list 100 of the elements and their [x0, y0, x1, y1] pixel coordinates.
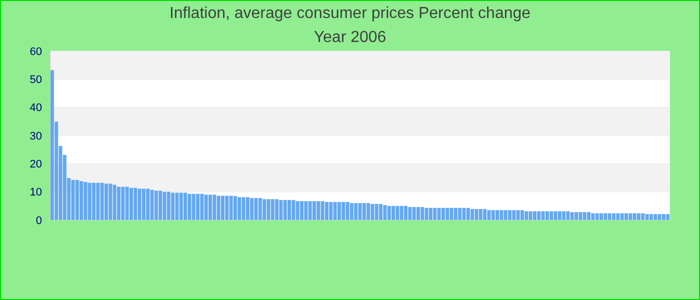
bar — [632, 213, 636, 220]
bar — [350, 203, 354, 220]
bar — [666, 214, 670, 220]
bar — [450, 208, 454, 220]
bar — [599, 213, 604, 220]
bar — [387, 206, 391, 220]
bar — [246, 197, 250, 220]
bar — [500, 210, 504, 220]
bar — [545, 211, 549, 220]
bar — [516, 210, 520, 220]
bar — [242, 197, 246, 220]
bar — [292, 200, 296, 220]
bar — [595, 213, 599, 220]
bar — [188, 194, 192, 220]
bar — [587, 212, 591, 220]
bar — [275, 199, 279, 220]
bar — [478, 209, 482, 220]
y-tick-label: 0 — [36, 214, 42, 227]
bar — [229, 196, 233, 220]
bar — [329, 202, 333, 220]
bar — [591, 213, 595, 220]
bar — [142, 188, 146, 220]
bar — [558, 211, 562, 220]
bar — [504, 210, 508, 220]
bar — [362, 203, 366, 220]
bar — [154, 190, 158, 220]
bar — [487, 210, 491, 220]
bar — [158, 190, 162, 220]
bar — [342, 202, 346, 220]
bar — [528, 211, 532, 220]
bar — [566, 211, 570, 220]
bar — [645, 214, 649, 220]
y-tick-label: 40 — [30, 102, 42, 114]
bar — [641, 213, 645, 220]
bar — [370, 204, 374, 220]
bar — [262, 199, 266, 220]
bar — [454, 208, 458, 220]
bar — [80, 181, 84, 220]
bar — [346, 202, 350, 220]
bar — [204, 194, 208, 220]
bar — [212, 194, 216, 220]
bar — [428, 208, 432, 220]
bar — [466, 208, 470, 220]
bar — [520, 210, 524, 220]
bar — [620, 213, 624, 220]
bar — [104, 184, 108, 220]
bar — [108, 184, 112, 220]
bar — [470, 209, 474, 220]
bar — [624, 213, 628, 220]
bar — [416, 207, 420, 220]
bar — [408, 207, 412, 220]
bar — [524, 211, 528, 220]
bar — [179, 192, 183, 220]
bar — [366, 203, 370, 220]
bar — [433, 208, 437, 220]
bar — [496, 210, 500, 220]
bar — [628, 213, 632, 220]
bar — [396, 206, 400, 220]
bar — [112, 184, 116, 220]
bar — [608, 213, 612, 220]
bar — [604, 213, 608, 220]
bar — [125, 186, 129, 220]
bar — [300, 201, 304, 220]
bar — [88, 182, 92, 220]
bar — [437, 208, 441, 220]
bar — [250, 198, 254, 220]
bar — [649, 214, 653, 220]
bar — [324, 202, 328, 220]
bar — [578, 212, 582, 220]
bar — [658, 214, 662, 220]
bar — [446, 208, 450, 220]
bar — [582, 212, 586, 220]
bar — [166, 192, 170, 220]
bar — [192, 194, 196, 220]
bar — [162, 192, 166, 220]
bar — [392, 206, 396, 220]
y-tick-label: 60 — [30, 46, 42, 58]
bar — [96, 182, 100, 220]
bar — [75, 180, 79, 220]
bar — [537, 211, 541, 220]
bar — [654, 214, 658, 220]
bar — [134, 188, 138, 220]
bar — [483, 209, 487, 220]
bar — [84, 182, 88, 220]
bar — [379, 204, 383, 220]
bar — [150, 190, 154, 220]
bar — [512, 210, 516, 220]
y-tick-label: 20 — [30, 158, 42, 171]
bar — [138, 188, 142, 220]
bar — [288, 200, 292, 220]
bar — [508, 210, 512, 220]
bar — [266, 199, 270, 220]
bar — [116, 186, 121, 220]
bar — [308, 201, 312, 220]
bar — [270, 199, 274, 220]
bar — [129, 188, 133, 220]
bar — [233, 196, 237, 220]
bar — [50, 70, 54, 220]
bar — [146, 188, 150, 220]
chart-subtitle: Year 2006 — [314, 29, 386, 46]
